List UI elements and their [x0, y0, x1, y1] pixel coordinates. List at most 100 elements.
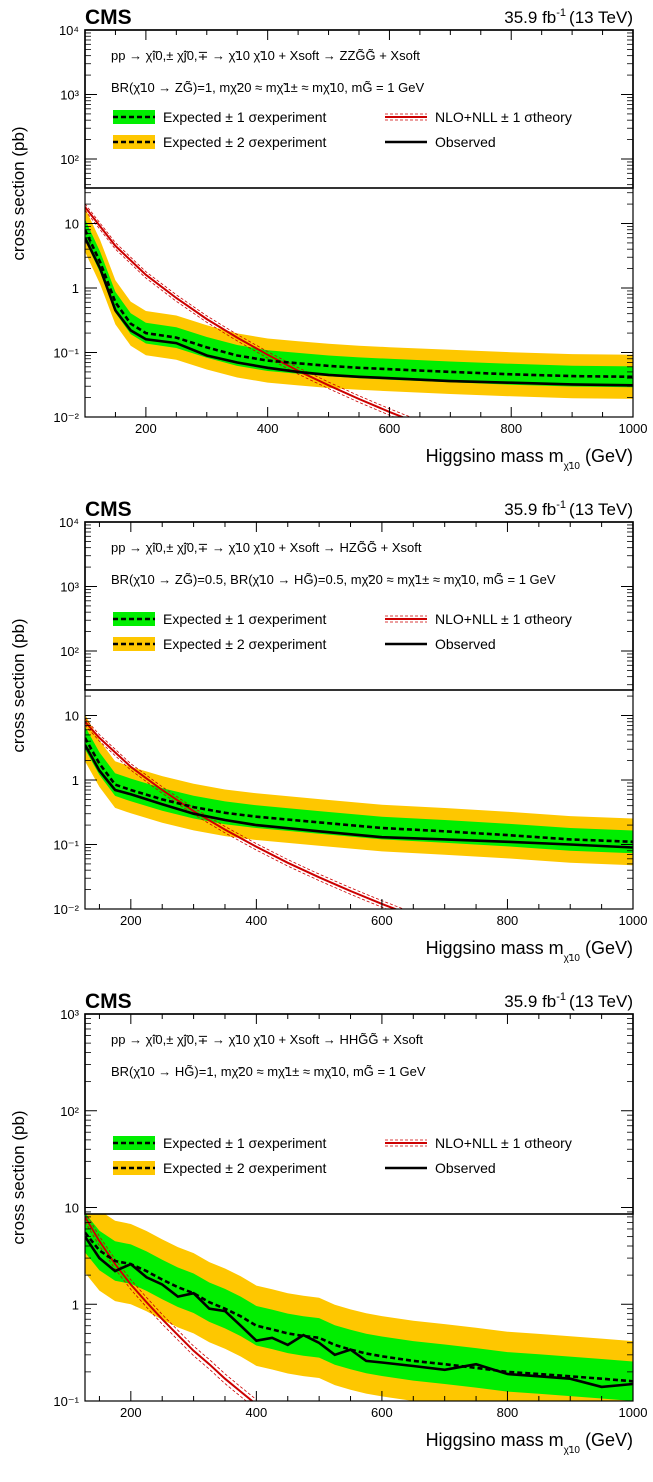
y-tick-label: 1	[72, 281, 79, 296]
observed-line	[85, 744, 633, 849]
x-axis-label-main: Higgsino mass m	[426, 938, 564, 958]
legend-label-1sigma: Expected ± 1 σexperiment	[163, 1135, 327, 1151]
x-axis-label-main: Higgsino mass m	[426, 1430, 564, 1450]
cms-label: CMS	[85, 498, 132, 521]
x-tick-label: 1000	[619, 421, 648, 436]
x-axis-label-sub: χ̃10	[564, 461, 581, 472]
y-tick-label: 10	[65, 1201, 79, 1216]
legend-label-2sigma: Expected ± 2 σexperiment	[163, 134, 327, 150]
y-tick-label: 10⁻²	[53, 902, 79, 917]
x-tick-label: 200	[120, 913, 142, 928]
x-tick-label: 800	[497, 913, 519, 928]
lumi-label: 35.9 fb-1 (13 TeV)	[504, 499, 633, 519]
x-axis-label-sub: χ̃10	[564, 1445, 581, 1456]
energy-value: (13 TeV)	[569, 992, 633, 1011]
legend-label-2sigma: Expected ± 2 σexperiment	[163, 1160, 327, 1176]
theory-lower-line	[85, 1221, 247, 1401]
x-axis-label-main: Higgsino mass m	[426, 446, 564, 466]
x-tick-label: 200	[120, 1405, 142, 1420]
plot-area	[85, 714, 633, 909]
branching-ratio-line: BR(χ̃10 → ZG̃)=1, mχ̃20 ≈ mχ̃1± ≈ mχ̃10,…	[111, 80, 424, 95]
legend-label-1sigma: Expected ± 1 σexperiment	[163, 611, 327, 627]
x-axis-label-sub: χ̃10	[564, 953, 581, 964]
lumi-label: 35.9 fb-1 (13 TeV)	[504, 7, 633, 27]
x-tick-label: 600	[371, 913, 393, 928]
process-line: pp → χ̃i0,± χ̃j0,∓ → χ̃10 χ̃10 + Xsoft →…	[111, 1032, 423, 1047]
x-tick-label: 1000	[619, 1405, 648, 1420]
x-axis-label-unit: (GeV)	[585, 938, 633, 958]
cms-label: CMS	[85, 6, 132, 29]
plot-area	[85, 1192, 633, 1401]
theory-upper-line	[85, 1211, 257, 1401]
legend-label-theory: NLO+NLL ± 1 σtheory	[435, 1135, 572, 1151]
y-axis-label: cross section (pb)	[9, 126, 28, 260]
observed-line	[85, 237, 633, 387]
theory-line	[85, 1216, 254, 1401]
y-tick-label: 1	[72, 1297, 79, 1312]
y-tick-label: 10³	[60, 580, 79, 595]
x-axis-label-unit: (GeV)	[585, 1430, 633, 1450]
energy-value: (13 TeV)	[569, 500, 633, 519]
legend-label-observed: Observed	[435, 1160, 496, 1176]
lumi-exponent: -1	[556, 499, 566, 511]
lumi-value: 35.9 fb	[504, 500, 556, 519]
lumi-exponent: -1	[556, 991, 566, 1003]
y-tick-label: 1	[72, 773, 79, 788]
lumi-label: 35.9 fb-1 (13 TeV)	[504, 991, 633, 1011]
x-axis-label: Higgsino mass mχ̃10 (GeV)	[426, 446, 633, 472]
chart-panel-2: 200 400 600 800 1000 10⁻² 10⁻¹ 1 10 10² 10³ 10⁴ CMS 3…	[9, 498, 647, 964]
y-axis-label: cross section (pb)	[9, 1110, 28, 1244]
x-tick-label: 200	[135, 421, 157, 436]
legend-label-2sigma: Expected ± 2 σexperiment	[163, 636, 327, 652]
x-tick-label: 400	[257, 421, 279, 436]
y-tick-label: 10	[65, 709, 79, 724]
y-tick-label: 10⁻²	[53, 410, 79, 425]
cms-label: CMS	[85, 990, 132, 1013]
expected-line	[85, 1231, 633, 1383]
y-tick-label: 10²	[60, 152, 79, 167]
legend-box	[84, 1013, 634, 1215]
x-tick-label: 1000	[619, 913, 648, 928]
expected-line	[85, 229, 633, 379]
x-tick-label: 400	[246, 913, 268, 928]
lumi-exponent: -1	[556, 7, 566, 19]
x-tick-label: 800	[497, 1405, 519, 1420]
legend-box	[84, 29, 634, 189]
energy-value: (13 TeV)	[569, 8, 633, 27]
y-axis-label: cross section (pb)	[9, 618, 28, 752]
x-axis-label: Higgsino mass mχ̃10 (GeV)	[426, 938, 633, 964]
y-tick-label: 10⁻¹	[53, 838, 79, 853]
lumi-value: 35.9 fb	[504, 992, 556, 1011]
observed-line	[85, 1235, 633, 1389]
y-tick-label: 10²	[60, 644, 79, 659]
y-tick-label: 10²	[60, 1104, 79, 1119]
x-tick-label: 400	[246, 1405, 268, 1420]
x-tick-label: 600	[371, 1405, 393, 1420]
chart-panel-3: 200 400 600 800 1000 10⁻¹ 1 10 10² 10³ CMS 35.9 fb-…	[9, 990, 647, 1456]
chart-panel-1: 200 400 600 800 1000 10⁻² 10⁻¹ 1 10 10² 10³ 10⁴ CMS 3…	[9, 6, 647, 472]
expected-1sigma-band	[85, 1212, 633, 1401]
y-tick-label: 10³	[60, 1007, 79, 1022]
y-tick-label: 10	[65, 217, 79, 232]
process-line: pp → χ̃i0,± χ̃j0,∓ → χ̃10 χ̃10 + Xsoft →…	[111, 540, 422, 555]
x-tick-label: 800	[500, 421, 522, 436]
legend-label-1sigma: Expected ± 1 σexperiment	[163, 109, 327, 125]
x-axis-label-unit: (GeV)	[585, 446, 633, 466]
process-line: pp → χ̃i0,± χ̃j0,∓ → χ̃10 χ̃10 + Xsoft →…	[111, 48, 420, 63]
x-tick-label: 600	[379, 421, 401, 436]
branching-ratio-line: BR(χ̃10 → HG̃)=1, mχ̃20 ≈ mχ̃1± ≈ mχ̃10,…	[111, 1064, 426, 1079]
expected-line	[85, 737, 633, 844]
expected-1sigma-band	[85, 219, 633, 388]
x-axis-label: Higgsino mass mχ̃10 (GeV)	[426, 1430, 633, 1456]
expected-2sigma-band	[85, 1192, 633, 1401]
legend-label-theory: NLO+NLL ± 1 σtheory	[435, 611, 572, 627]
plot-area	[85, 203, 633, 417]
y-tick-label: 10³	[60, 88, 79, 103]
legend-label-observed: Observed	[435, 134, 496, 150]
y-tick-label: 10⁴	[59, 23, 79, 38]
legend-label-theory: NLO+NLL ± 1 σtheory	[435, 109, 572, 125]
branching-ratio-line: BR(χ̃10 → ZG̃)=0.5, BR(χ̃10 → HG̃)=0.5, …	[111, 572, 556, 587]
expected-1sigma-band	[85, 726, 633, 854]
y-tick-label: 10⁻¹	[53, 346, 79, 361]
